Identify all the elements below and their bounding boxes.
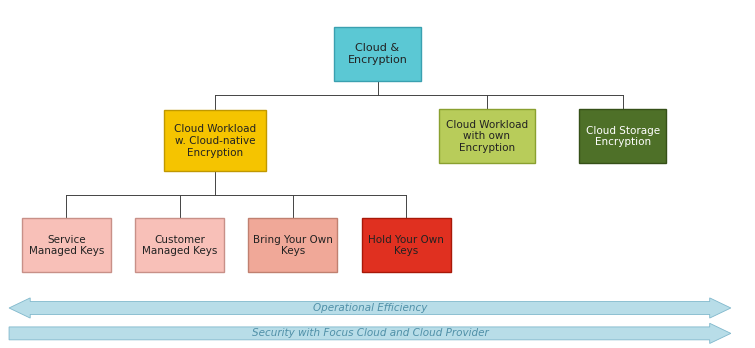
Text: Customer
Managed Keys: Customer Managed Keys xyxy=(142,235,217,256)
Text: Service
Managed Keys: Service Managed Keys xyxy=(29,235,104,256)
Text: Bring Your Own
Keys: Bring Your Own Keys xyxy=(253,235,333,256)
FancyBboxPatch shape xyxy=(362,219,451,272)
FancyBboxPatch shape xyxy=(164,111,266,172)
Text: Cloud Storage
Encryption: Cloud Storage Encryption xyxy=(586,126,660,147)
FancyBboxPatch shape xyxy=(22,219,111,272)
Polygon shape xyxy=(9,323,731,343)
Text: Cloud Workload
w. Cloud-native
Encryption: Cloud Workload w. Cloud-native Encryptio… xyxy=(174,124,256,158)
FancyBboxPatch shape xyxy=(135,219,224,272)
Text: Hold Your Own
Keys: Hold Your Own Keys xyxy=(368,235,444,256)
FancyBboxPatch shape xyxy=(580,109,666,164)
FancyBboxPatch shape xyxy=(334,27,421,81)
Text: Operational Efficiency: Operational Efficiency xyxy=(313,303,427,313)
Text: Security with Focus Cloud and Cloud Provider: Security with Focus Cloud and Cloud Prov… xyxy=(251,329,488,338)
FancyBboxPatch shape xyxy=(248,219,337,272)
Text: Cloud Workload
with own
Encryption: Cloud Workload with own Encryption xyxy=(446,120,528,153)
FancyBboxPatch shape xyxy=(439,109,535,164)
Text: Cloud &
Encryption: Cloud & Encryption xyxy=(347,43,408,65)
Polygon shape xyxy=(9,298,731,318)
